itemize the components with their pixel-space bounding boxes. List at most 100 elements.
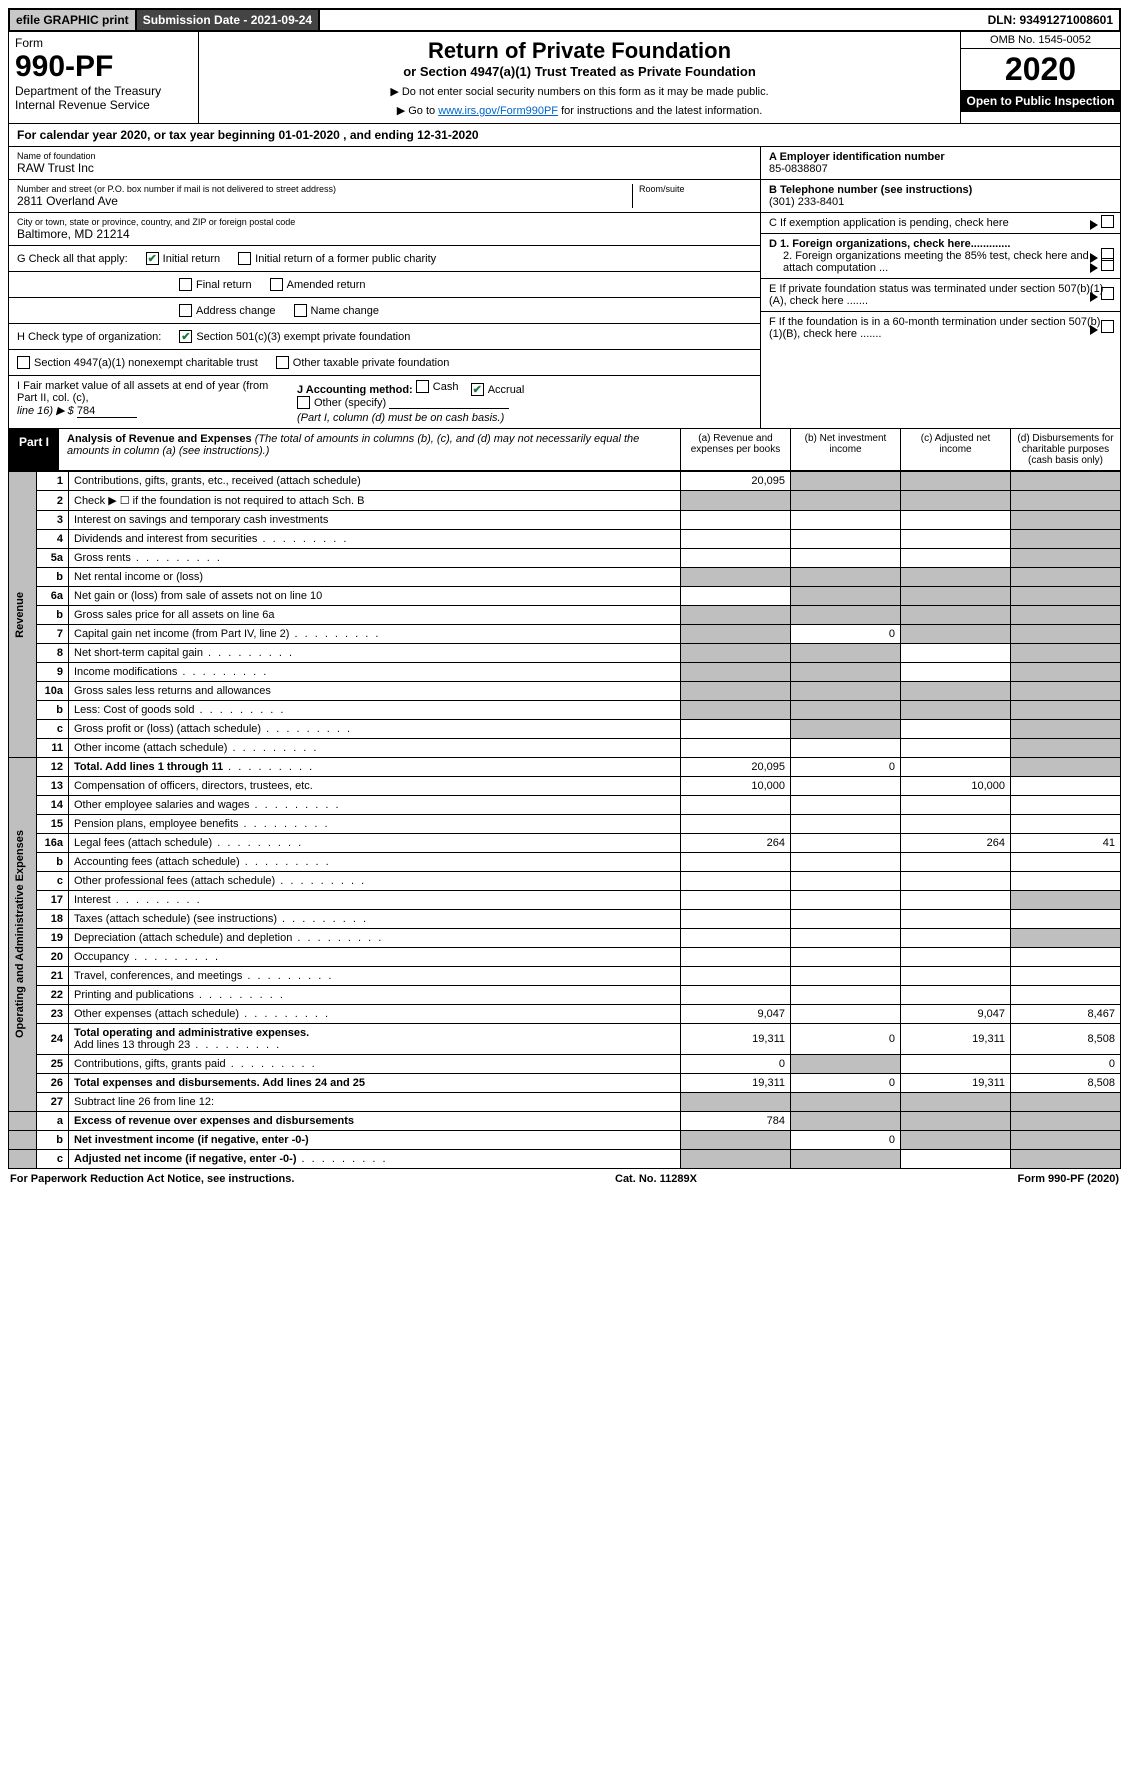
irs-label: Internal Revenue Service: [15, 98, 192, 112]
form-subtitle: or Section 4947(a)(1) Trust Treated as P…: [205, 64, 954, 79]
footer-right: Form 990-PF (2020): [1018, 1173, 1119, 1185]
d2-checkbox[interactable]: [1101, 258, 1114, 271]
l25-a: 0: [681, 1055, 791, 1074]
line-27c: Adjusted net income (if negative, enter …: [74, 1153, 296, 1165]
g-label: G Check all that apply:: [17, 253, 128, 265]
section-h-row1: H Check type of organization: ✔ Section 5…: [9, 324, 760, 350]
line-8: Net short-term capital gain: [69, 644, 681, 663]
form-header: Form 990-PF Department of the Treasury I…: [8, 32, 1121, 124]
efile-print-button[interactable]: efile GRAPHIC print: [10, 10, 137, 30]
other-taxable-checkbox[interactable]: [276, 356, 289, 369]
tel-value: (301) 233-8401: [769, 196, 844, 208]
revenue-sidebar: Revenue: [14, 592, 26, 638]
col-b-head: (b) Net investment income: [790, 429, 900, 470]
l27b-b: 0: [791, 1131, 901, 1150]
other-method-label: Other (specify): [314, 397, 386, 409]
line-4: Dividends and interest from securities: [69, 530, 681, 549]
instr-ssn: ▶ Do not enter social security numbers o…: [205, 85, 954, 98]
name-change-checkbox[interactable]: [294, 304, 307, 317]
city-label: City or town, state or province, country…: [17, 217, 752, 227]
e-label: E If private foundation status was termi…: [769, 283, 1103, 307]
line-16b: Accounting fees (attach schedule): [69, 853, 681, 872]
room-label: Room/suite: [639, 184, 752, 194]
501c3-checkbox[interactable]: ✔: [179, 330, 192, 343]
d1-label: D 1. Foreign organizations, check here..…: [769, 238, 1010, 250]
line-7: Capital gain net income (from Part IV, l…: [69, 625, 681, 644]
e-checkbox[interactable]: [1101, 287, 1114, 300]
initial-return-checkbox[interactable]: ✔: [146, 252, 159, 265]
h-label: H Check type of organization:: [17, 331, 161, 343]
l25-d: 0: [1011, 1055, 1121, 1074]
line-25: Contributions, gifts, grants paid: [69, 1055, 681, 1074]
other-method-input[interactable]: [389, 408, 509, 409]
other-method-checkbox[interactable]: [297, 396, 310, 409]
l26-d: 8,508: [1011, 1074, 1121, 1093]
line-27: Subtract line 26 from line 12:: [69, 1093, 681, 1112]
f-checkbox[interactable]: [1101, 320, 1114, 333]
d2-label: 2. Foreign organizations meeting the 85%…: [769, 250, 1112, 274]
addr-change-checkbox[interactable]: [179, 304, 192, 317]
l26-a: 19,311: [681, 1074, 791, 1093]
other-taxable-label: Other taxable private foundation: [293, 357, 450, 369]
l16a-a: 264: [681, 834, 791, 853]
l1-a: 20,095: [681, 472, 791, 491]
arrow-icon: [1090, 325, 1098, 335]
ein-label: A Employer identification number: [769, 151, 945, 163]
line-19: Depreciation (attach schedule) and deple…: [69, 929, 681, 948]
l7-b: 0: [791, 625, 901, 644]
line-21: Travel, conferences, and meetings: [69, 967, 681, 986]
line-18: Taxes (attach schedule) (see instruction…: [69, 910, 681, 929]
line-13: Compensation of officers, directors, tru…: [69, 777, 681, 796]
l16a-c: 264: [901, 834, 1011, 853]
street-address: 2811 Overland Ave: [17, 194, 632, 208]
cash-checkbox[interactable]: [416, 380, 429, 393]
final-return-label: Final return: [196, 279, 252, 291]
col-d-head: (d) Disbursements for charitable purpose…: [1010, 429, 1120, 470]
line-5b: Net rental income or (loss): [69, 568, 681, 587]
tel-label: B Telephone number (see instructions): [769, 184, 972, 196]
final-return-checkbox[interactable]: [179, 278, 192, 291]
arrow-icon: [1090, 263, 1098, 273]
line-16a: Legal fees (attach schedule): [69, 834, 681, 853]
dept-label: Department of the Treasury: [15, 84, 192, 98]
4947-label: Section 4947(a)(1) nonexempt charitable …: [34, 357, 258, 369]
amended-return-checkbox[interactable]: [270, 278, 283, 291]
tax-year: 2020: [961, 49, 1120, 90]
line-14: Other employee salaries and wages: [69, 796, 681, 815]
l13-a: 10,000: [681, 777, 791, 796]
form-title: Return of Private Foundation: [205, 38, 954, 64]
l26-b: 0: [791, 1074, 901, 1093]
expenses-sidebar: Operating and Administrative Expenses: [14, 830, 26, 1038]
section-g-row2: Final return Amended return: [9, 272, 760, 298]
instr-post: for instructions and the latest informat…: [558, 105, 762, 117]
amended-return-label: Amended return: [287, 279, 366, 291]
initial-return-label: Initial return: [163, 253, 220, 265]
footer-mid: Cat. No. 11289X: [615, 1173, 697, 1185]
part1-tag: Part I: [9, 429, 59, 470]
form-label: Form: [15, 36, 192, 50]
calendar-year-row: For calendar year 2020, or tax year begi…: [8, 124, 1121, 147]
line-24b: Add lines 13 through 23: [74, 1039, 281, 1051]
j-note: (Part I, column (d) must be on cash basi…: [297, 412, 504, 424]
line-1: Contributions, gifts, grants, etc., rece…: [69, 472, 681, 491]
4947-checkbox[interactable]: [17, 356, 30, 369]
section-g-row3: Address change Name change: [9, 298, 760, 324]
arrow-icon: [1090, 220, 1098, 230]
initial-former-label: Initial return of a former public charit…: [255, 253, 436, 265]
i-line-label: line 16) ▶ $: [17, 405, 74, 417]
form990pf-link[interactable]: www.irs.gov/Form990PF: [438, 105, 558, 117]
501c3-label: Section 501(c)(3) exempt private foundat…: [196, 331, 410, 343]
initial-former-checkbox[interactable]: [238, 252, 251, 265]
omb-number: OMB No. 1545-0052: [961, 32, 1120, 49]
line-3: Interest on savings and temporary cash i…: [69, 511, 681, 530]
line-24: Total operating and administrative expen…: [74, 1027, 309, 1039]
c-checkbox[interactable]: [1101, 215, 1114, 228]
submission-date: Submission Date - 2021-09-24: [137, 10, 320, 30]
accrual-checkbox[interactable]: ✔: [471, 383, 484, 396]
col-a-head: (a) Revenue and expenses per books: [680, 429, 790, 470]
part1-header: Part I Analysis of Revenue and Expenses …: [8, 429, 1121, 471]
name-change-label: Name change: [311, 305, 380, 317]
l12-a: 20,095: [681, 758, 791, 777]
line-10a: Gross sales less returns and allowances: [69, 682, 681, 701]
form-number: 990-PF: [15, 50, 192, 84]
